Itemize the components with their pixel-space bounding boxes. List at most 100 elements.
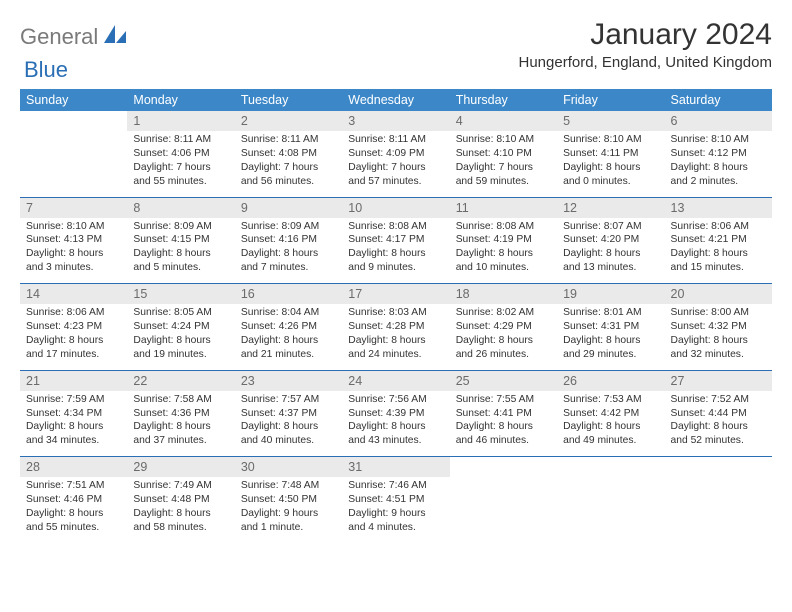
day-detail-line: Daylight: 8 hours [456,247,551,261]
day-detail-line: Sunset: 4:11 PM [563,147,658,161]
day-detail-line: Daylight: 8 hours [241,334,336,348]
day-detail-line: Daylight: 8 hours [563,247,658,261]
day-number-cell: 21 [20,371,127,391]
day-detail-cell: Sunrise: 7:55 AMSunset: 4:41 PMDaylight:… [450,391,557,457]
day-detail-line: Sunrise: 7:55 AM [456,393,551,407]
day-detail-line: and 46 minutes. [456,434,551,448]
day-detail-line: Daylight: 8 hours [26,247,121,261]
day-detail-line: Sunset: 4:23 PM [26,320,121,334]
day-detail-line: Daylight: 8 hours [26,334,121,348]
day-detail-cell [665,477,772,543]
day-detail-row: Sunrise: 8:10 AMSunset: 4:13 PMDaylight:… [20,218,772,284]
dow-header: Saturday [665,89,772,111]
day-detail-line: Sunrise: 8:07 AM [563,220,658,234]
day-number-cell: 8 [127,198,234,218]
day-detail-line: and 26 minutes. [456,348,551,362]
day-detail-cell: Sunrise: 7:58 AMSunset: 4:36 PMDaylight:… [127,391,234,457]
day-detail-cell [450,477,557,543]
day-detail-line: Sunset: 4:48 PM [133,493,228,507]
day-number-cell: 25 [450,371,557,391]
day-detail-line: Daylight: 8 hours [133,247,228,261]
day-number-cell: 19 [557,284,664,304]
day-detail-line: Daylight: 8 hours [133,507,228,521]
day-detail-cell: Sunrise: 8:06 AMSunset: 4:23 PMDaylight:… [20,304,127,370]
day-number-cell: 15 [127,284,234,304]
day-number-cell: 2 [235,111,342,131]
day-number-cell: 20 [665,284,772,304]
day-detail-cell: Sunrise: 8:06 AMSunset: 4:21 PMDaylight:… [665,218,772,284]
day-detail-line: Daylight: 8 hours [563,334,658,348]
day-detail-line: Daylight: 8 hours [671,420,766,434]
day-detail-cell: Sunrise: 8:10 AMSunset: 4:12 PMDaylight:… [665,131,772,197]
day-detail-line: Sunset: 4:15 PM [133,233,228,247]
day-detail-line: Sunrise: 8:09 AM [133,220,228,234]
day-detail-line: and 5 minutes. [133,261,228,275]
dow-header: Wednesday [342,89,449,111]
day-detail-line: Sunrise: 8:10 AM [671,133,766,147]
day-detail-line: Daylight: 8 hours [241,420,336,434]
day-number-cell: 5 [557,111,664,131]
day-detail-line: Daylight: 7 hours [241,161,336,175]
day-detail-cell: Sunrise: 8:10 AMSunset: 4:13 PMDaylight:… [20,218,127,284]
day-detail-cell: Sunrise: 8:11 AMSunset: 4:06 PMDaylight:… [127,131,234,197]
day-detail-row: Sunrise: 8:06 AMSunset: 4:23 PMDaylight:… [20,304,772,370]
day-of-week-row: Sunday Monday Tuesday Wednesday Thursday… [20,89,772,111]
day-detail-line: Sunrise: 8:10 AM [563,133,658,147]
day-detail-cell [20,131,127,197]
day-detail-line: Daylight: 8 hours [133,334,228,348]
day-number-cell [557,457,664,477]
day-detail-cell: Sunrise: 8:09 AMSunset: 4:16 PMDaylight:… [235,218,342,284]
day-detail-line: and 15 minutes. [671,261,766,275]
day-detail-cell: Sunrise: 7:48 AMSunset: 4:50 PMDaylight:… [235,477,342,543]
day-detail-line: and 55 minutes. [26,521,121,535]
day-detail-line: and 55 minutes. [133,175,228,189]
day-detail-row: Sunrise: 8:11 AMSunset: 4:06 PMDaylight:… [20,131,772,197]
day-number-cell: 1 [127,111,234,131]
day-number-cell: 7 [20,198,127,218]
day-detail-line: Sunset: 4:26 PM [241,320,336,334]
day-detail-line: and 57 minutes. [348,175,443,189]
day-detail-cell: Sunrise: 8:08 AMSunset: 4:17 PMDaylight:… [342,218,449,284]
brand-logo: General [20,18,130,50]
day-detail-line: and 21 minutes. [241,348,336,362]
day-detail-line: Daylight: 8 hours [456,420,551,434]
day-number-cell: 13 [665,198,772,218]
day-detail-line: Daylight: 8 hours [671,334,766,348]
day-detail-cell: Sunrise: 7:59 AMSunset: 4:34 PMDaylight:… [20,391,127,457]
day-detail-cell: Sunrise: 7:52 AMSunset: 4:44 PMDaylight:… [665,391,772,457]
day-detail-line: Sunset: 4:09 PM [348,147,443,161]
day-detail-line: and 40 minutes. [241,434,336,448]
day-detail-line: and 13 minutes. [563,261,658,275]
day-detail-cell: Sunrise: 8:04 AMSunset: 4:26 PMDaylight:… [235,304,342,370]
day-detail-row: Sunrise: 7:59 AMSunset: 4:34 PMDaylight:… [20,391,772,457]
day-number-cell: 31 [342,457,449,477]
day-number-cell: 22 [127,371,234,391]
day-detail-cell: Sunrise: 8:10 AMSunset: 4:10 PMDaylight:… [450,131,557,197]
day-detail-cell: Sunrise: 8:01 AMSunset: 4:31 PMDaylight:… [557,304,664,370]
day-detail-line: Sunrise: 8:03 AM [348,306,443,320]
day-detail-line: Daylight: 9 hours [348,507,443,521]
day-detail-line: and 2 minutes. [671,175,766,189]
day-detail-line: Sunrise: 8:10 AM [26,220,121,234]
day-detail-line: and 58 minutes. [133,521,228,535]
day-detail-line: Daylight: 8 hours [671,161,766,175]
day-detail-line: Sunrise: 7:48 AM [241,479,336,493]
day-detail-line: Sunset: 4:37 PM [241,407,336,421]
day-detail-line: and 29 minutes. [563,348,658,362]
location-text: Hungerford, England, United Kingdom [519,54,773,71]
day-detail-line: Daylight: 8 hours [348,247,443,261]
day-detail-cell: Sunrise: 7:57 AMSunset: 4:37 PMDaylight:… [235,391,342,457]
day-detail-line: Sunrise: 8:11 AM [348,133,443,147]
day-detail-line: Daylight: 8 hours [26,507,121,521]
day-detail-line: Sunrise: 8:05 AM [133,306,228,320]
day-detail-cell [557,477,664,543]
day-detail-line: and 49 minutes. [563,434,658,448]
day-detail-cell: Sunrise: 8:10 AMSunset: 4:11 PMDaylight:… [557,131,664,197]
day-detail-line: and 1 minute. [241,521,336,535]
day-number-cell [665,457,772,477]
day-detail-line: Sunset: 4:21 PM [671,233,766,247]
day-detail-line: Daylight: 8 hours [671,247,766,261]
day-detail-line: Sunrise: 8:09 AM [241,220,336,234]
day-detail-line: and 52 minutes. [671,434,766,448]
day-detail-line: Sunset: 4:12 PM [671,147,766,161]
